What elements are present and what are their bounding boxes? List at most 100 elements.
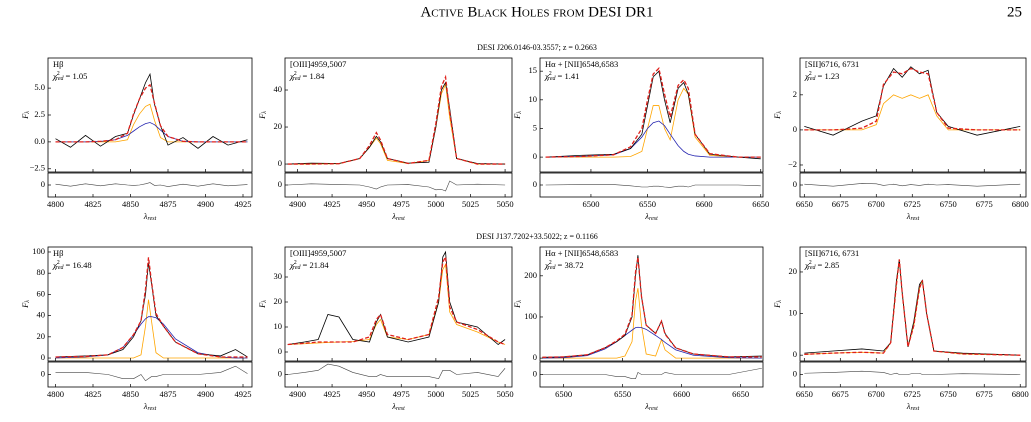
- y-label-sub: λ: [25, 111, 31, 115]
- stat-sup: 2: [549, 71, 552, 77]
- stat-sup: 2: [57, 71, 60, 77]
- residual-frame: [284, 361, 513, 388]
- y-axis-label: Fλ: [772, 300, 783, 309]
- stat-value: = 38.72: [558, 260, 584, 270]
- x-tick-label: 6700: [868, 199, 885, 209]
- x-tick-label: 6700: [868, 389, 885, 399]
- y-tick-label: 60: [37, 288, 46, 298]
- residual-line: [287, 363, 506, 380]
- x-tick-label: 4950: [358, 389, 375, 399]
- y-tick-label: 0: [793, 124, 797, 134]
- x-tick-label: 4800: [47, 199, 64, 209]
- x-tick-label: 4850: [122, 199, 139, 209]
- y-label-sub: λ: [262, 300, 268, 304]
- x-tick-label: 4900: [289, 389, 306, 399]
- y-axis-label: Fλ: [257, 111, 268, 120]
- x-axis-label: λrest: [644, 401, 658, 412]
- y-label-symbol: F: [20, 302, 30, 309]
- plot-frame: [47, 246, 253, 362]
- stat-sup: 2: [294, 260, 297, 266]
- fit-statistic: χ2 red = 16.48: [52, 260, 92, 271]
- y-tick-label: 20: [789, 266, 798, 276]
- spectrum-line: [804, 259, 1021, 356]
- x-tick-label: 6750: [940, 199, 957, 209]
- spectrum-line: [55, 257, 248, 358]
- residual-line: [542, 367, 762, 379]
- y-tick-label: 2: [793, 89, 797, 99]
- y-axis-label: Fλ: [512, 300, 523, 309]
- fit-statistic: χ2 red = 1.23: [804, 71, 839, 82]
- line-label: Hβ: [53, 248, 63, 258]
- x-tick-label: 4925: [235, 389, 252, 399]
- spectrum-line: [55, 262, 248, 358]
- x-tick-label: 6600: [673, 389, 690, 399]
- y-label-symbol: F: [772, 302, 782, 309]
- y-axis-label: Fλ: [512, 111, 523, 120]
- stat-sub: red: [548, 265, 557, 271]
- x-tick-label: 4975: [393, 389, 410, 399]
- residual-frame: [799, 361, 1027, 388]
- x-tick-label: 6775: [976, 199, 993, 209]
- spectrum-line: [804, 94, 1021, 131]
- residual-y-tick-label: 0: [533, 368, 537, 378]
- residual-frame: [47, 361, 253, 388]
- spectrum-line: [55, 122, 248, 143]
- y-tick-label: 0: [41, 352, 45, 362]
- x-tick-label: 4800: [47, 389, 64, 399]
- stat-sup: 2: [809, 71, 812, 77]
- x-tick-label: 5050: [497, 389, 514, 399]
- stat-sup: 2: [294, 71, 297, 77]
- stat-sub: red: [808, 265, 817, 271]
- fit-statistic: χ2 red = 1.41: [544, 71, 579, 82]
- residual-line: [804, 183, 1021, 187]
- spectrum-line: [804, 259, 1021, 356]
- stat-value: = 21.84: [303, 260, 330, 270]
- stat-symbol: χ: [544, 71, 549, 81]
- x-axis-label: λrest: [391, 401, 405, 412]
- x-label-sub: rest: [649, 406, 658, 412]
- x-tick-label: 6675: [832, 389, 849, 399]
- x-tick-label: 4900: [197, 199, 214, 209]
- stat-sup: 2: [57, 260, 60, 266]
- residual-line: [55, 182, 248, 187]
- x-axis-label: λrest: [391, 211, 405, 222]
- x-tick-label: 6650: [796, 199, 813, 209]
- spectrum-line: [804, 67, 1021, 131]
- x-tick-label: 5025: [462, 199, 479, 209]
- y-tick-label: 100: [524, 311, 537, 321]
- spectrum-line: [287, 254, 506, 346]
- residual-y-tick-label: 0: [41, 368, 45, 378]
- x-tick-label: 5050: [497, 199, 514, 209]
- x-tick-label: 6750: [940, 389, 957, 399]
- x-tick-label: 6725: [904, 199, 921, 209]
- x-tick-label: 4825: [85, 199, 102, 209]
- y-label-symbol: F: [512, 302, 522, 309]
- spectrum-line: [55, 83, 248, 143]
- y-tick-label: 0: [533, 352, 537, 362]
- stat-value: = 2.85: [818, 260, 840, 270]
- spectrum-line: [542, 288, 762, 359]
- y-tick-label: 2.5: [34, 109, 45, 119]
- y-tick-label: 40: [37, 310, 46, 320]
- plot-frame: [539, 246, 764, 362]
- residual-line: [804, 370, 1021, 375]
- line-label: [OIII]4959,5007: [290, 248, 346, 258]
- x-tick-label: 6650: [752, 199, 769, 209]
- x-label-symbol: λ: [906, 401, 911, 411]
- y-tick-label: 10: [789, 308, 798, 318]
- y-tick-label: 10: [274, 321, 283, 331]
- x-label-symbol: λ: [391, 211, 396, 221]
- x-tick-label: 4875: [160, 199, 177, 209]
- x-axis-label: λrest: [143, 211, 157, 222]
- y-tick-label: 0: [278, 158, 282, 168]
- stat-symbol: χ: [289, 71, 294, 81]
- x-tick-label: 6600: [696, 199, 713, 209]
- plot-frame: [539, 57, 764, 173]
- x-tick-label: 6650: [732, 389, 749, 399]
- x-tick-label: 5000: [427, 389, 444, 399]
- stat-symbol: χ: [544, 260, 549, 270]
- y-tick-label: −2.5: [30, 163, 45, 173]
- stat-symbol: χ: [52, 260, 57, 270]
- y-label-symbol: F: [20, 113, 30, 120]
